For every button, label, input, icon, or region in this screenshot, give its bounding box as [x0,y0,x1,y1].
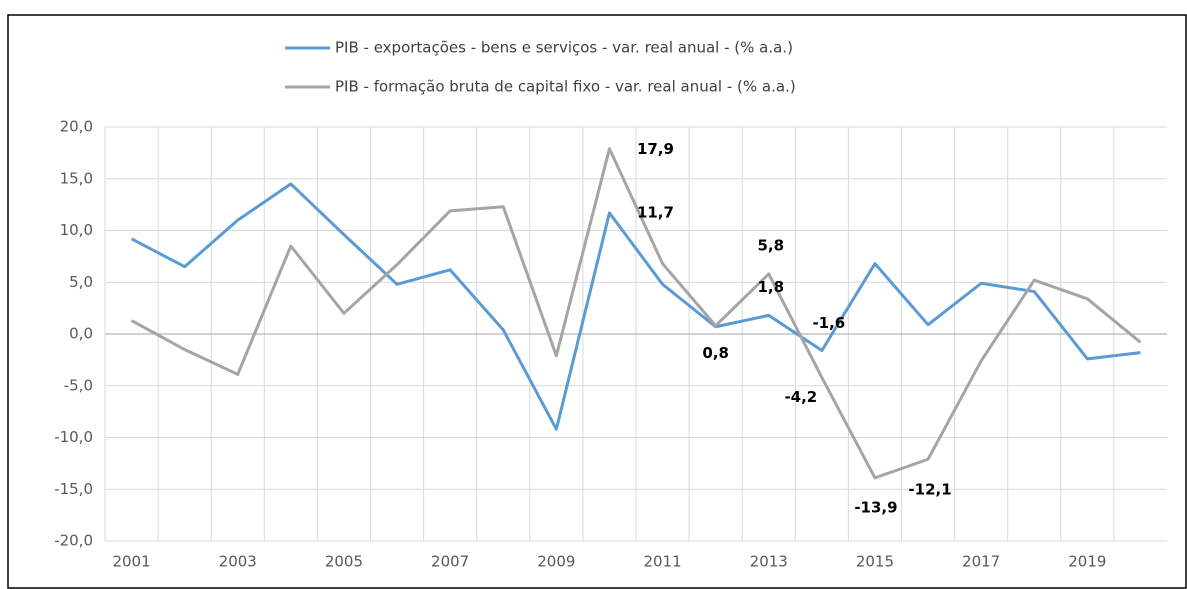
data-label: -1,6 [812,314,845,332]
y-tick-label: 0,0 [69,325,93,343]
x-tick-label: 2009 [537,553,575,571]
x-tick-label: 2017 [962,553,1000,571]
data-label: 11,7 [637,203,674,221]
y-tick-label: -15,0 [54,480,93,498]
x-tick-label: 2001 [112,553,150,571]
legend-label: PIB - exportações - bens e serviços - va… [335,39,793,57]
data-label: 1,8 [757,278,784,296]
x-tick-label: 2003 [219,553,257,571]
data-label: 5,8 [757,236,784,254]
data-label: 17,9 [637,140,674,158]
y-tick-label: -5,0 [64,376,93,394]
x-tick-label: 2019 [1068,553,1106,571]
legend-label: PIB - formação bruta de capital fixo - v… [335,78,796,96]
x-tick-label: 2007 [431,553,469,571]
y-tick-label: 5,0 [69,273,93,291]
data-label: 0,8 [702,344,729,362]
series-line [130,182,1141,431]
series-line [130,147,1142,480]
y-tick-label: 20,0 [60,118,93,136]
data-label: -12,1 [908,481,951,499]
x-tick-label: 2011 [643,553,681,571]
x-tick-label: 2013 [750,553,788,571]
x-tick-label: 2005 [325,553,363,571]
x-tick-label: 2015 [856,553,894,571]
chart-border [7,14,1187,589]
y-tick-label: -10,0 [54,428,93,446]
y-tick-label: -20,0 [54,532,93,550]
data-label: -13,9 [854,498,897,516]
data-label: -4,2 [784,388,817,406]
y-tick-label: 10,0 [60,221,93,239]
y-tick-label: 15,0 [60,169,93,187]
